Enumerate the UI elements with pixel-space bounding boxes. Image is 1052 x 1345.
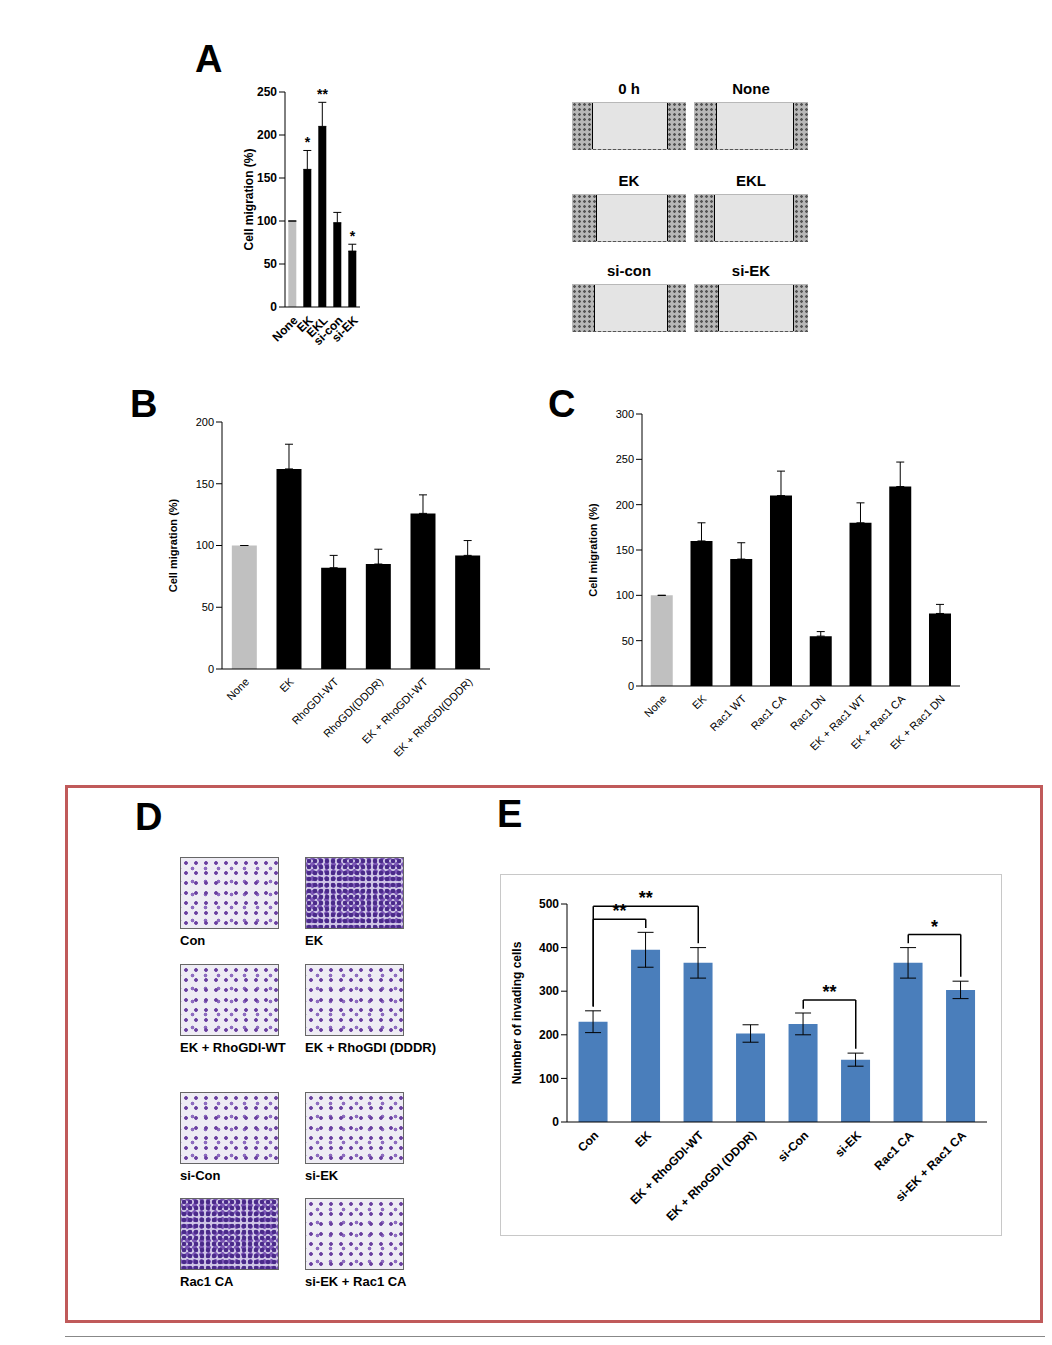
svg-text:Rac1 CA: Rac1 CA	[872, 1128, 917, 1173]
svg-text:200: 200	[539, 1028, 559, 1042]
svg-text:EK + Rac1 CA: EK + Rac1 CA	[848, 692, 908, 752]
html-text:si-Con: si-Con	[180, 1168, 221, 1183]
svg-text:0: 0	[552, 1115, 559, 1129]
svg-text:400: 400	[539, 941, 559, 955]
svg-text:150: 150	[616, 544, 634, 556]
svg-text:50: 50	[202, 601, 214, 613]
svg-text:RhoGDI(DDDR): RhoGDI(DDDR)	[321, 675, 386, 740]
svg-text:100: 100	[196, 539, 214, 551]
svg-text:Rac1 WT: Rac1 WT	[707, 692, 748, 733]
html-text:Rac1 CA: Rac1 CA	[180, 1274, 234, 1289]
svg-text:150: 150	[196, 478, 214, 490]
svg-text:si-EK: si-EK	[832, 1128, 864, 1160]
svg-text:250: 250	[257, 85, 277, 99]
svg-text:200: 200	[196, 416, 214, 428]
svg-text:si-Con: si-Con	[775, 1128, 811, 1164]
svg-text:0: 0	[208, 663, 214, 675]
html-text:EKL: EKL	[736, 172, 766, 189]
svg-text:Con: Con	[575, 1128, 601, 1154]
svg-text:500: 500	[539, 897, 559, 911]
html-text:si-EK: si-EK	[731, 262, 771, 279]
html-text:EK + RhoGDI-WT: EK + RhoGDI-WT	[180, 1040, 286, 1055]
svg-text:Cell migration (%): Cell migration (%)	[242, 148, 256, 250]
svg-text:0: 0	[270, 300, 277, 314]
svg-text:Number of invading cells: Number of invading cells	[510, 941, 524, 1084]
html-text:B: B	[130, 383, 158, 425]
html-text:A: A	[195, 38, 223, 80]
svg-text:Rac1 CA: Rac1 CA	[748, 692, 788, 732]
html-text:EK: EK	[305, 933, 324, 948]
svg-text:EK: EK	[277, 675, 296, 694]
html-text:si-EK + Rac1 CA: si-EK + Rac1 CA	[305, 1274, 407, 1289]
svg-text:EK + RhoGDI(DDDR): EK + RhoGDI(DDDR)	[391, 675, 474, 758]
svg-text:200: 200	[616, 499, 634, 511]
html-text:EK + RhoGDI (DDDR): EK + RhoGDI (DDDR)	[305, 1040, 437, 1055]
svg-text:**: **	[612, 901, 626, 921]
svg-text:**: **	[822, 982, 836, 1002]
svg-text:EK + Rac1 WT: EK + Rac1 WT	[807, 692, 868, 753]
html-text:si-con: si-con	[606, 262, 652, 279]
html-text:None: None	[732, 80, 770, 97]
svg-text:None: None	[642, 692, 669, 719]
svg-text:*: *	[350, 228, 356, 244]
svg-text:*: *	[931, 917, 938, 937]
svg-text:RhoGDI-WT: RhoGDI-WT	[289, 675, 341, 727]
svg-text:EK: EK	[690, 692, 709, 711]
svg-text:Rac1 DN: Rac1 DN	[788, 692, 828, 732]
svg-text:200: 200	[257, 128, 277, 142]
html-text:C: C	[548, 383, 576, 425]
svg-text:**: **	[317, 86, 328, 102]
svg-text:EKL: EKL	[303, 313, 331, 341]
html-text:E: E	[497, 793, 523, 835]
svg-text:300: 300	[539, 984, 559, 998]
svg-text:50: 50	[622, 635, 634, 647]
svg-text:50: 50	[264, 257, 278, 271]
html-text:0 h: 0 h	[618, 80, 640, 97]
svg-text:150: 150	[257, 171, 277, 185]
svg-text:Cell migration (%): Cell migration (%)	[167, 498, 179, 592]
svg-text:EK + RhoGDI (DDDR): EK + RhoGDI (DDDR)	[663, 1128, 758, 1223]
svg-text:EK + RhoGDI-WT: EK + RhoGDI-WT	[627, 1128, 707, 1208]
svg-text:EK + RhoGDI-WT: EK + RhoGDI-WT	[359, 675, 430, 746]
svg-text:0: 0	[628, 680, 634, 692]
svg-text:si-EK: si-EK	[329, 313, 361, 345]
svg-text:EK: EK	[294, 313, 316, 335]
html-text:Con: Con	[180, 933, 206, 948]
html-text:si-EK: si-EK	[305, 1168, 339, 1183]
svg-text:EK + Rac1 DN: EK + Rac1 DN	[888, 692, 947, 751]
html-text:EK: EK	[618, 172, 640, 189]
svg-text:250: 250	[616, 453, 634, 465]
svg-text:None: None	[270, 313, 301, 344]
html-text:D: D	[135, 796, 163, 838]
svg-text:**: **	[639, 888, 653, 908]
svg-text:300: 300	[616, 408, 634, 420]
svg-text:EK: EK	[632, 1128, 654, 1150]
svg-text:100: 100	[539, 1072, 559, 1086]
svg-text:si-EK + Rac1 CA: si-EK + Rac1 CA	[893, 1128, 969, 1204]
svg-text:None: None	[224, 675, 251, 702]
svg-text:*: *	[305, 134, 311, 150]
svg-text:si-con: si-con	[310, 313, 346, 349]
svg-text:100: 100	[616, 589, 634, 601]
svg-text:Cell migration (%): Cell migration (%)	[587, 503, 599, 597]
svg-text:100: 100	[257, 214, 277, 228]
